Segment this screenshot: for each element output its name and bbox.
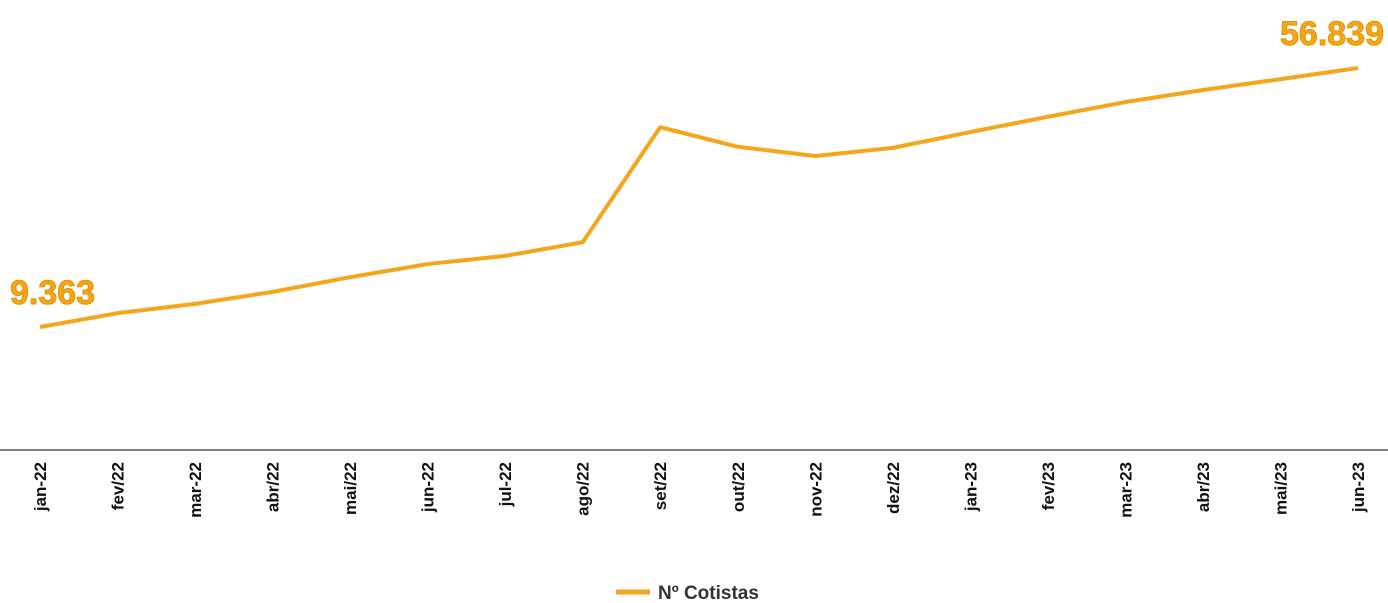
data-label: 56.839: [1280, 15, 1384, 53]
data-label: 9.363: [10, 274, 95, 312]
x-tick-label: ago/22: [574, 462, 593, 516]
x-tick-label: fev/23: [1039, 462, 1058, 510]
x-tick-label: jul-22: [496, 462, 515, 507]
x-tick-label: jun-22: [419, 462, 438, 513]
x-tick-label: mar-23: [1116, 462, 1135, 518]
x-tick-label: mai/22: [341, 462, 360, 515]
legend-label: Nº Cotistas: [658, 583, 759, 603]
x-tick-label: mar-22: [186, 462, 205, 518]
x-tick-label: abr/23: [1194, 462, 1213, 512]
x-tick-label: out/22: [729, 462, 748, 512]
x-tick-label: set/22: [651, 462, 670, 510]
x-tick-label: fev/22: [109, 462, 128, 510]
x-tick-label: jan-22: [31, 462, 50, 512]
x-tick-label: mai/23: [1271, 462, 1290, 515]
line: [39, 66, 1359, 329]
x-tick-label: dez/22: [884, 462, 903, 514]
x-tick-label: jan-23: [961, 462, 980, 512]
x-tick-label: nov-22: [806, 462, 825, 517]
x-tick-label: abr/22: [264, 462, 283, 512]
x-tick-label: jun-23: [1349, 462, 1368, 513]
